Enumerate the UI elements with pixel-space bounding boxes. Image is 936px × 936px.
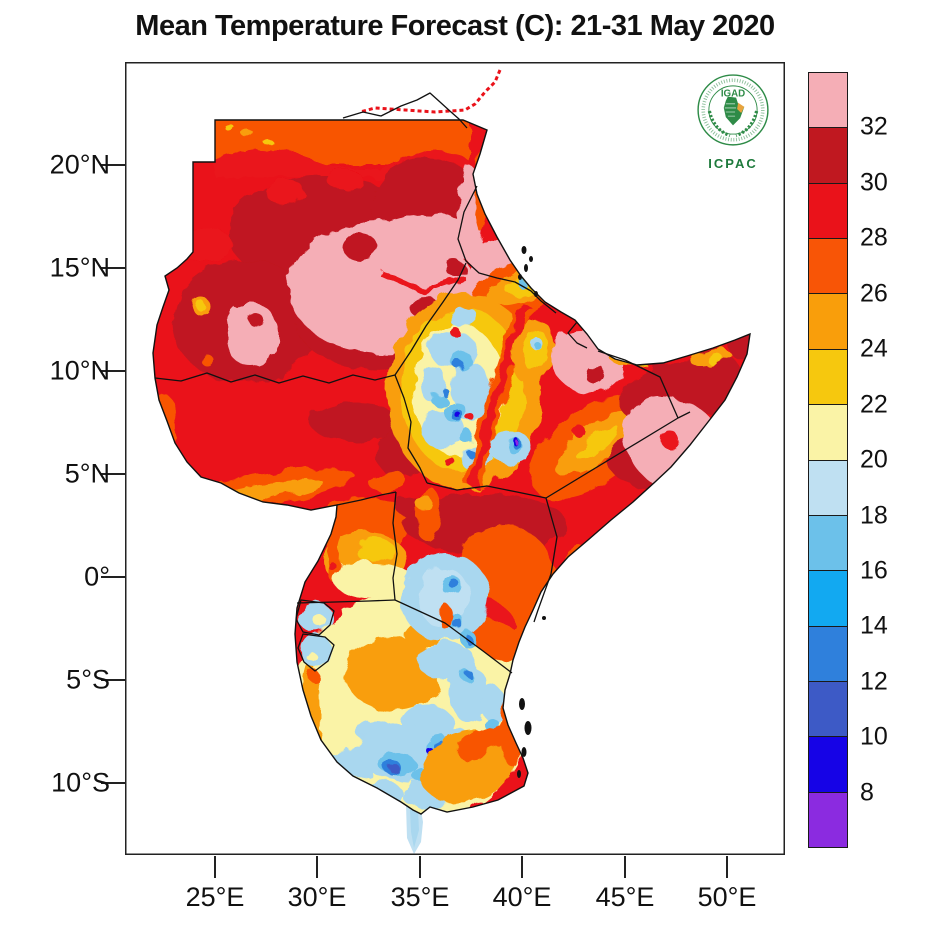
- x-tick-mark: [419, 856, 421, 878]
- y-tick-mark: [101, 782, 125, 784]
- icpac-logo-text: ICPAC: [708, 156, 758, 171]
- colorbar-segment: [808, 293, 848, 350]
- region-outline: [152, 119, 751, 815]
- colorbar-segment: [808, 72, 848, 129]
- colorbar-tick-label: 16: [860, 556, 888, 585]
- y-tick-label: 20°N: [49, 149, 110, 180]
- colorbar-segment: [808, 625, 848, 682]
- forecast-map: [125, 62, 785, 855]
- x-tick-mark: [624, 856, 626, 878]
- colorbar-tick-label: 30: [860, 168, 888, 197]
- country-borders: [154, 92, 691, 674]
- colorbar-tick-label: 26: [860, 279, 888, 308]
- colorbar-segment: [808, 127, 848, 184]
- x-tick-label: 35°E: [390, 882, 450, 912]
- colorbar-segment: [808, 680, 848, 738]
- colorbar: [808, 72, 848, 849]
- y-tick-mark: [101, 267, 125, 269]
- y-tick-label: 15°N: [49, 252, 110, 283]
- x-tick-label: 25°E: [185, 882, 245, 912]
- x-tick-mark: [521, 856, 523, 878]
- chart-title: Mean Temperature Forecast (C): 21-31 May…: [135, 10, 775, 42]
- x-tick-mark: [214, 856, 216, 878]
- svg-text:IGAD: IGAD: [721, 89, 745, 100]
- island-dots: [517, 246, 546, 778]
- icpac-logo: IGAD ICPAC: [688, 72, 778, 171]
- y-tick-mark: [101, 370, 125, 372]
- colorbar-tick-label: 10: [860, 722, 888, 751]
- x-tick-label: 30°E: [287, 882, 347, 912]
- x-tick-mark: [726, 856, 728, 878]
- colorbar-tick-label: 18: [860, 501, 888, 530]
- colorbar-segment: [808, 238, 848, 295]
- colorbar-segment: [808, 791, 848, 849]
- y-tick-mark: [101, 679, 125, 681]
- x-tick-label: 50°E: [697, 882, 757, 912]
- x-tick-label: 40°E: [492, 882, 552, 912]
- colorbar-tick-label: 22: [860, 390, 888, 419]
- colorbar-segment: [808, 514, 848, 572]
- y-tick-label: 5°S: [66, 664, 110, 695]
- colorbar-segment: [808, 182, 848, 240]
- colorbar-segment: [808, 459, 848, 516]
- y-tick-label: 0°: [84, 561, 110, 592]
- colorbar-tick-label: 20: [860, 445, 888, 474]
- lake-malawi-tail: [406, 804, 423, 854]
- x-tick-label: 45°E: [595, 882, 655, 912]
- colorbar-tick-label: 14: [860, 611, 888, 640]
- y-tick-mark: [101, 473, 125, 475]
- y-tick-mark: [101, 164, 125, 166]
- igad-emblem-icon: IGAD: [697, 74, 769, 146]
- colorbar-tick-label: 32: [860, 112, 888, 141]
- y-tick-label: 10°N: [49, 355, 110, 386]
- colorbar-tick-label: 12: [860, 667, 888, 696]
- colorbar-tick-label: 24: [860, 334, 888, 363]
- x-tick-mark: [316, 856, 318, 878]
- y-tick-mark: [101, 576, 125, 578]
- y-tick-label: 10°S: [51, 767, 110, 798]
- forecast-map-svg: [125, 62, 785, 855]
- colorbar-tick-label: 28: [860, 223, 888, 252]
- map-frame: [125, 62, 785, 855]
- colorbar-tick-label: 8: [860, 778, 874, 807]
- colorbar-segment: [808, 348, 848, 406]
- colorbar-segment: [808, 736, 848, 793]
- colorbar-segment: [808, 570, 848, 627]
- y-tick-label: 5°N: [64, 458, 110, 489]
- colorbar-segment: [808, 404, 848, 461]
- nile-river-trace: [359, 69, 502, 114]
